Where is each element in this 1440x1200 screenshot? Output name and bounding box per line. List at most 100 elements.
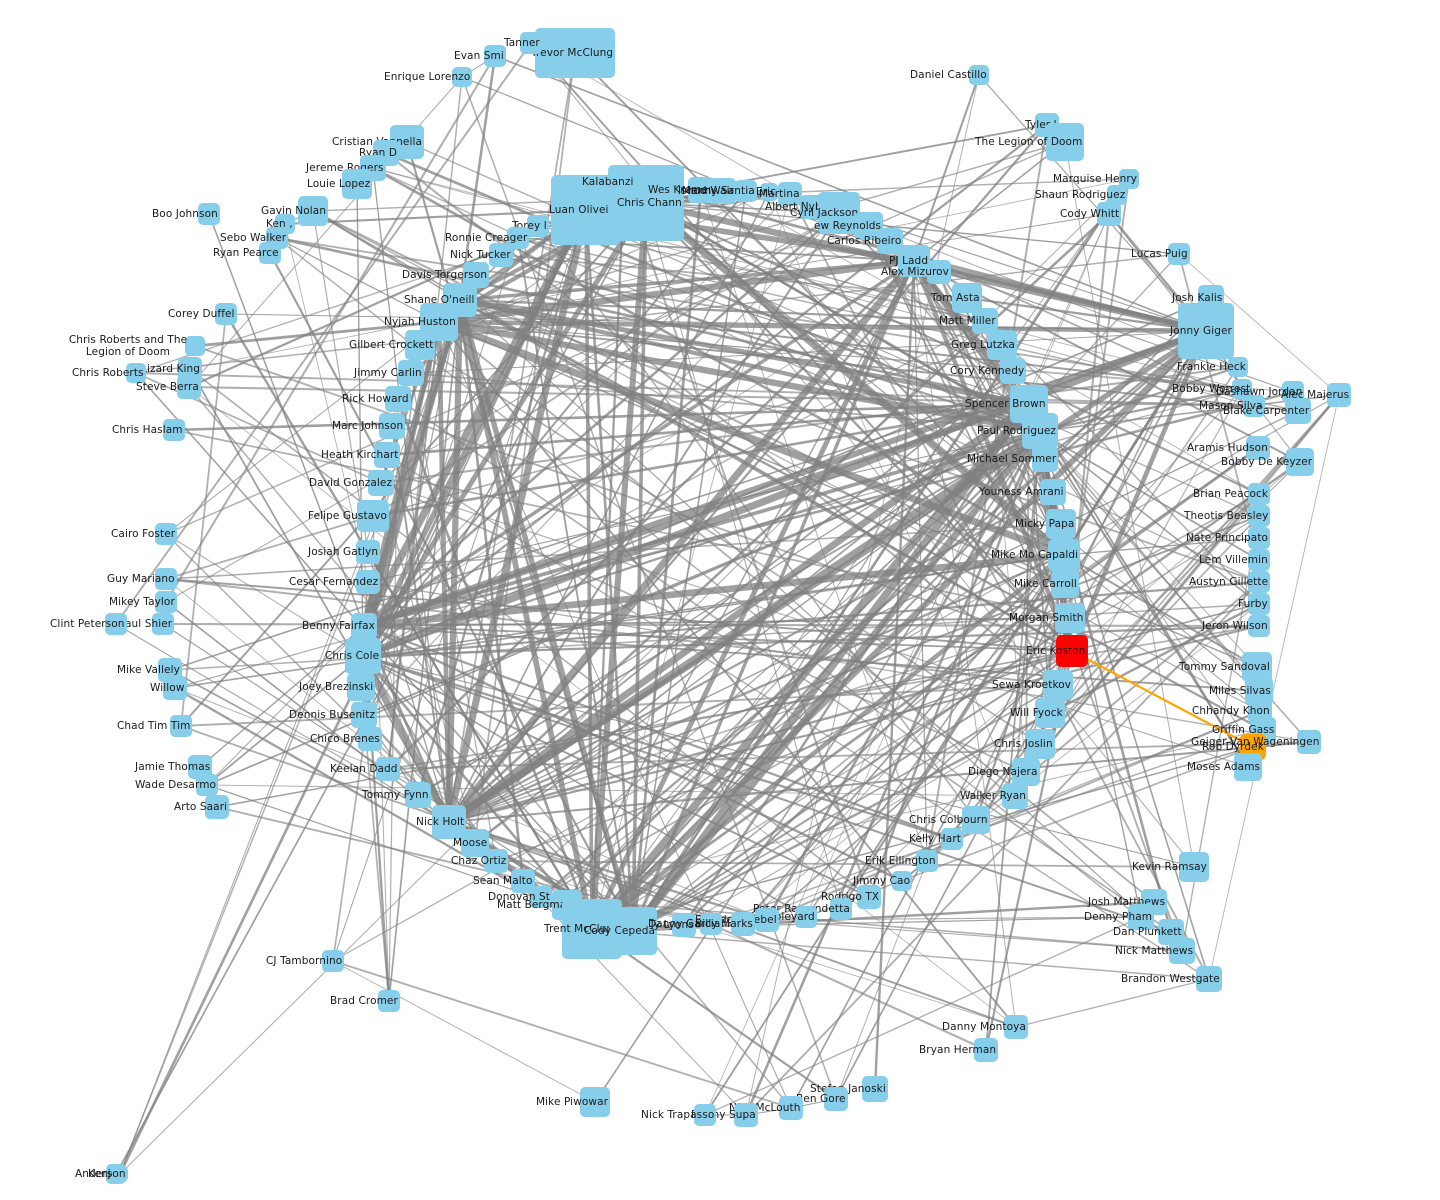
graph-node-nick-tucker[interactable] [489, 243, 513, 267]
graph-node-morgan-smith[interactable] [1055, 603, 1085, 633]
graph-node-bobby-worrest[interactable] [1232, 379, 1252, 399]
graph-node-geiger-van-wageningen[interactable] [1297, 730, 1321, 754]
graph-node-jonny-giger[interactable] [1178, 303, 1234, 359]
graph-node-wes-kremer[interactable] [688, 177, 714, 203]
graph-node-marquise-henry[interactable] [1119, 169, 1139, 189]
graph-node-tanner[interactable] [520, 32, 542, 54]
graph-node-bryan-herman[interactable] [974, 1038, 998, 1062]
graph-node-eric-b[interactable] [760, 183, 778, 201]
graph-node-chad-tim-tim[interactable] [170, 715, 192, 737]
graph-node-wade-desarmo[interactable] [196, 774, 218, 796]
graph-node-sewa-kroetkov[interactable] [1043, 670, 1073, 700]
graph-node-lucas-puig[interactable] [1168, 243, 1190, 265]
graph-node-mike-mo-capaldi[interactable] [1048, 539, 1080, 571]
graph-node-billy-marks[interactable] [731, 912, 755, 936]
graph-node-dennis-busenitz[interactable] [351, 702, 377, 728]
graph-node-torey-p[interactable] [527, 215, 549, 237]
graph-node-nick-mclouth[interactable] [779, 1096, 803, 1120]
graph-node-mike-carroll[interactable] [1051, 570, 1079, 598]
graph-node-jimmy-cao[interactable] [892, 871, 912, 891]
graph-node-diego-najera[interactable] [1012, 758, 1040, 786]
graph-node-dashawn-jordan[interactable] [1282, 381, 1304, 403]
graph-node-eric-koston[interactable] [1056, 635, 1088, 667]
graph-node-nick-holt[interactable] [432, 805, 466, 839]
graph-node-rodrigo-tx[interactable] [857, 885, 881, 909]
graph-node-mark-appleyard[interactable] [795, 906, 817, 928]
graph-node-louie-lopez[interactable] [342, 169, 372, 199]
graph-node-josiah-gatlyn[interactable] [356, 540, 380, 564]
graph-node-cyril-jackson[interactable] [818, 192, 860, 234]
graph-node-michael-sommer[interactable] [1032, 446, 1058, 472]
graph-node-cody-whitt[interactable] [1097, 202, 1121, 226]
graph-node-cj-tambornino[interactable] [322, 950, 344, 972]
graph-node-danny-supa[interactable] [734, 1103, 758, 1127]
graph-node-shaun-rodriguez[interactable] [1107, 185, 1127, 205]
graph-node-arto-saari[interactable] [205, 795, 229, 819]
graph-node-martina[interactable] [778, 182, 802, 206]
graph-node-david-gonzalez[interactable] [368, 470, 394, 496]
graph-node-stefan-janoski[interactable] [862, 1076, 888, 1102]
graph-node-cairo-foster[interactable] [155, 523, 177, 545]
graph-node-denny-pham[interactable] [1128, 904, 1154, 930]
graph-node-bobby-de-keyzer[interactable] [1286, 448, 1314, 476]
graph-node-manny-santiago[interactable] [735, 180, 757, 202]
graph-node-greg-lutzka[interactable] [987, 330, 1017, 360]
graph-node-mason-silva[interactable] [1243, 395, 1265, 417]
graph-node-evan-smith[interactable] [484, 45, 506, 67]
graph-node-ben-gore[interactable] [824, 1087, 848, 1111]
graph-node-paul-shier[interactable] [152, 613, 174, 635]
graph-node-chris-joslin[interactable] [1025, 729, 1055, 759]
graph-node-clint-peterson[interactable] [105, 613, 127, 635]
graph-node-brandon-westgate[interactable] [1196, 966, 1222, 992]
graph-node-steve-berra[interactable] [177, 375, 201, 399]
graph-node-joey-brezinski[interactable] [347, 673, 375, 701]
graph-node-nate-principato[interactable] [1248, 527, 1270, 549]
graph-node-willow[interactable] [163, 676, 187, 700]
graph-node-corey-duffel[interactable] [215, 303, 237, 325]
graph-node-pj-ladd[interactable] [898, 245, 930, 277]
graph-node-donovan-st[interactable] [530, 886, 552, 908]
graph-node-paul-rodriguez[interactable] [1022, 413, 1058, 449]
graph-node-will-fyock[interactable] [1035, 698, 1065, 728]
graph-node-theotis-beasley[interactable] [1248, 505, 1270, 527]
graph-node-walker-ryan[interactable] [1002, 783, 1028, 809]
graph-node-moses-adams[interactable] [1234, 753, 1262, 781]
graph-node-chris-cole[interactable] [345, 638, 381, 674]
graph-node-cory-kennedy[interactable] [1000, 358, 1026, 384]
graph-node-marc-johnson[interactable] [379, 413, 405, 439]
graph-node-chris-roberts-legion[interactable] [185, 336, 205, 356]
graph-node-jeron-wilson[interactable] [1248, 615, 1270, 637]
graph-node-austyn-gillette[interactable] [1248, 571, 1270, 593]
graph-node-legion-of-doom[interactable] [1046, 123, 1084, 161]
graph-node-blake-carpenter[interactable] [1285, 398, 1311, 424]
graph-node-enrique-lorenzo[interactable] [452, 67, 472, 87]
graph-node-youness-amrani[interactable] [1040, 479, 1066, 505]
graph-node-mikey-taylor[interactable] [155, 591, 177, 613]
graph-node-alex-mizurov[interactable] [927, 260, 951, 284]
graph-node-daniel-castillo[interactable] [969, 65, 989, 85]
graph-node-chris-haslam[interactable] [163, 419, 185, 441]
graph-node-gavin-nolan[interactable] [298, 196, 328, 226]
graph-node-ty-lyons[interactable] [672, 913, 696, 937]
graph-node-chico-brenes[interactable] [358, 727, 382, 751]
graph-node-matt-miller[interactable] [972, 308, 998, 334]
graph-node-chris-roberts[interactable] [126, 363, 146, 383]
graph-node-rick-howard[interactable] [385, 386, 411, 412]
graph-node-danny-garcia[interactable] [700, 913, 722, 935]
graph-node-lem-villemin[interactable] [1248, 549, 1270, 571]
graph-node-kelly-hart[interactable] [941, 828, 963, 850]
graph-node-felipe-gustavo[interactable] [357, 500, 389, 532]
graph-node-trevor-mcclung[interactable] [535, 28, 615, 78]
graph-node-jimmy-carlin[interactable] [398, 360, 424, 386]
graph-node-chaz-ortiz[interactable] [484, 849, 508, 873]
graph-node-nick-trapasso[interactable] [694, 1104, 716, 1126]
graph-node-brad-cromer[interactable] [378, 990, 400, 1012]
graph-node-erik-ellington[interactable] [916, 850, 938, 872]
graph-node-peter-ramondetta[interactable] [830, 898, 852, 920]
graph-node-ishod-wair[interactable] [710, 178, 736, 204]
graph-node-mike-piwowar[interactable] [580, 1087, 610, 1117]
graph-node-anderson[interactable] [112, 1166, 128, 1182]
graph-node-tommy-fynn[interactable] [405, 782, 431, 808]
graph-node-gilbert-crockett[interactable] [405, 330, 435, 360]
graph-node-nick-matthews[interactable] [1169, 938, 1195, 964]
